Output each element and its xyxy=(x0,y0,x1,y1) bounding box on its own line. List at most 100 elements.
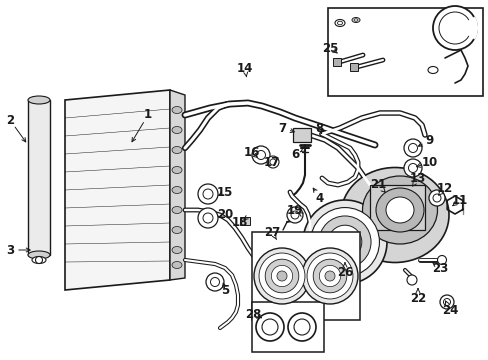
Circle shape xyxy=(293,319,309,335)
Circle shape xyxy=(276,271,286,281)
Ellipse shape xyxy=(375,188,423,232)
Text: 16: 16 xyxy=(244,147,260,159)
Polygon shape xyxy=(65,90,170,290)
Circle shape xyxy=(439,295,453,309)
Circle shape xyxy=(286,207,303,223)
Bar xyxy=(240,217,249,225)
Bar xyxy=(28,100,50,255)
Bar xyxy=(369,185,424,230)
Text: 4: 4 xyxy=(315,192,324,204)
Bar xyxy=(292,128,310,142)
Ellipse shape xyxy=(32,256,46,264)
Polygon shape xyxy=(170,90,184,280)
Bar xyxy=(332,58,340,66)
Circle shape xyxy=(256,150,265,159)
Text: 15: 15 xyxy=(216,185,233,198)
Ellipse shape xyxy=(172,107,182,113)
Text: 25: 25 xyxy=(321,41,338,54)
Circle shape xyxy=(198,184,218,204)
Text: 7: 7 xyxy=(277,122,285,135)
Text: 12: 12 xyxy=(436,181,452,194)
Ellipse shape xyxy=(172,207,182,213)
Bar xyxy=(251,302,324,352)
Ellipse shape xyxy=(172,226,182,234)
Text: 18: 18 xyxy=(231,216,248,229)
Ellipse shape xyxy=(172,166,182,174)
Bar xyxy=(251,232,359,320)
Circle shape xyxy=(312,259,346,293)
Text: 8: 8 xyxy=(314,122,323,135)
Circle shape xyxy=(306,253,352,299)
Circle shape xyxy=(303,200,386,284)
Circle shape xyxy=(428,190,444,206)
Text: 24: 24 xyxy=(441,303,457,316)
Circle shape xyxy=(264,259,298,293)
Circle shape xyxy=(432,194,440,202)
Ellipse shape xyxy=(362,176,437,244)
Text: 20: 20 xyxy=(217,208,233,221)
Circle shape xyxy=(269,159,275,165)
Ellipse shape xyxy=(385,197,413,223)
Text: 3: 3 xyxy=(6,243,14,256)
Ellipse shape xyxy=(334,19,345,27)
Circle shape xyxy=(403,139,421,157)
Text: 23: 23 xyxy=(431,261,447,274)
Text: 5: 5 xyxy=(221,284,229,297)
Circle shape xyxy=(318,216,370,268)
Ellipse shape xyxy=(172,126,182,134)
Circle shape xyxy=(437,256,446,265)
Circle shape xyxy=(271,265,292,287)
Text: 6: 6 xyxy=(290,148,299,162)
Circle shape xyxy=(203,189,213,199)
Text: 21: 21 xyxy=(369,179,386,192)
Circle shape xyxy=(203,213,213,223)
Text: 27: 27 xyxy=(264,225,280,238)
Circle shape xyxy=(407,144,417,153)
Text: 13: 13 xyxy=(409,171,425,184)
Circle shape xyxy=(443,298,449,306)
Circle shape xyxy=(290,211,298,219)
Circle shape xyxy=(256,313,284,341)
Ellipse shape xyxy=(340,167,448,262)
Text: 14: 14 xyxy=(236,62,253,75)
Circle shape xyxy=(403,159,421,177)
Ellipse shape xyxy=(28,251,50,259)
Circle shape xyxy=(198,208,218,228)
Circle shape xyxy=(287,313,315,341)
Text: 1: 1 xyxy=(143,108,152,122)
Circle shape xyxy=(205,273,224,291)
Ellipse shape xyxy=(427,67,437,73)
Ellipse shape xyxy=(337,21,342,25)
Text: 22: 22 xyxy=(409,292,425,305)
Circle shape xyxy=(319,265,340,287)
Circle shape xyxy=(253,248,309,304)
Circle shape xyxy=(259,253,305,299)
Ellipse shape xyxy=(172,186,182,194)
Text: 10: 10 xyxy=(421,156,437,168)
Text: 11: 11 xyxy=(451,194,467,207)
Circle shape xyxy=(310,208,379,276)
Text: 19: 19 xyxy=(286,203,303,216)
Ellipse shape xyxy=(172,261,182,269)
Circle shape xyxy=(210,278,219,287)
Circle shape xyxy=(407,163,417,172)
Text: 17: 17 xyxy=(264,156,280,168)
Ellipse shape xyxy=(353,19,357,21)
Circle shape xyxy=(438,12,470,44)
Circle shape xyxy=(36,256,42,264)
Bar xyxy=(349,63,357,71)
Text: 26: 26 xyxy=(336,266,352,279)
Circle shape xyxy=(432,6,476,50)
Text: 9: 9 xyxy=(425,134,433,147)
Bar xyxy=(327,8,482,96)
Circle shape xyxy=(302,248,357,304)
Ellipse shape xyxy=(172,247,182,253)
Ellipse shape xyxy=(351,18,359,22)
Ellipse shape xyxy=(172,147,182,153)
Ellipse shape xyxy=(28,96,50,104)
Circle shape xyxy=(266,156,279,168)
Wedge shape xyxy=(454,17,477,40)
Circle shape xyxy=(262,319,278,335)
Circle shape xyxy=(336,234,353,251)
Text: 28: 28 xyxy=(244,309,261,321)
